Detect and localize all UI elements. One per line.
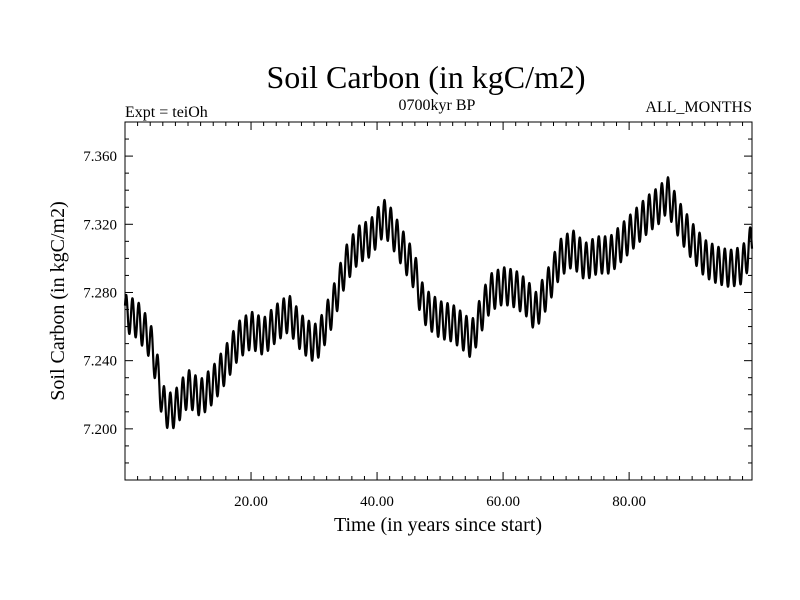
y-tick-label: 7.200 xyxy=(83,422,117,438)
y-tick-label: 7.280 xyxy=(83,285,117,301)
y-axis-label: Soil Carbon (in kgC/m2) xyxy=(47,201,69,400)
y-tick-label: 7.240 xyxy=(83,354,117,370)
chart-title: Soil Carbon (in kgC/m2) xyxy=(266,59,585,95)
x-tick-label: 40.00 xyxy=(360,494,394,510)
y-tick-label: 7.360 xyxy=(83,149,117,165)
x-axis-label: Time (in years since start) xyxy=(334,514,542,536)
chart-subtitle: 0700kyr BP xyxy=(399,97,476,114)
x-tick-label: 60.00 xyxy=(486,494,520,510)
plot-frame xyxy=(124,121,753,481)
x-tick-label: 20.00 xyxy=(234,494,268,510)
months-label: ALL_MONTHS xyxy=(645,99,752,116)
x-tick-label: 80.00 xyxy=(612,494,646,510)
y-axis-ticks: 7.200 7.240 7.280 7.320 7.360 xyxy=(83,121,752,481)
y-tick-label: 7.320 xyxy=(83,217,117,233)
x-axis-ticks: 20.00 40.00 60.00 80.00 xyxy=(137,122,744,510)
series-line-soil-carbon xyxy=(123,176,754,430)
experiment-label: Expt = teiOh xyxy=(125,104,208,121)
